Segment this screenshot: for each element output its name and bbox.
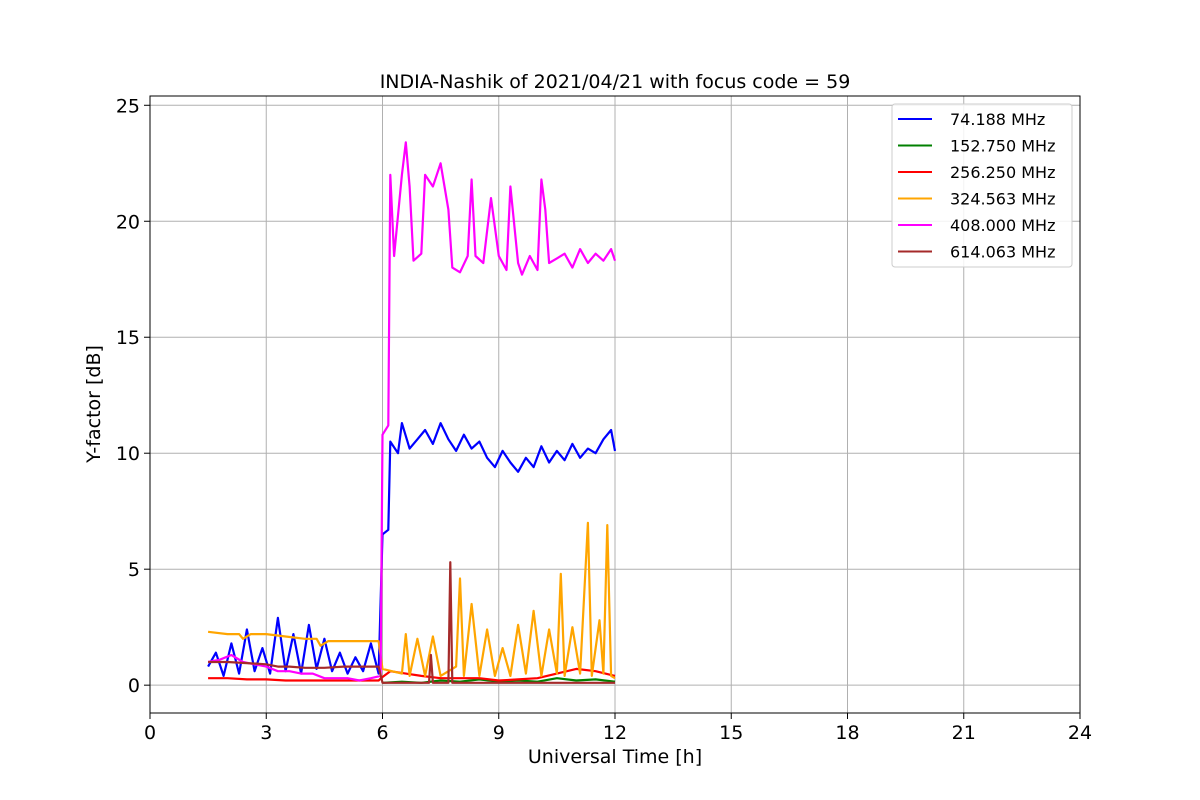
series-line-4	[207, 521, 616, 680]
x-tick-label: 12	[603, 722, 627, 744]
x-tick-label: 6	[376, 722, 388, 744]
legend-label: 614.063 MHz	[950, 243, 1055, 262]
y-axis-label: Y-factor [dB]	[83, 345, 105, 464]
x-axis-label: Universal Time [h]	[528, 746, 702, 768]
x-tick-label: 3	[260, 722, 272, 744]
legend-box	[891, 103, 1073, 268]
legend-label: 408.000 MHz	[950, 216, 1055, 235]
series-line-5	[207, 141, 617, 682]
series-line-6	[208, 561, 615, 684]
y-tick-label: 5	[128, 559, 140, 581]
x-tick-label: 21	[952, 722, 976, 744]
chart-title: INDIA-Nashik of 2021/04/21 with focus co…	[380, 71, 851, 93]
x-tick-label: 15	[719, 722, 743, 744]
legend-label: 74.188 MHz	[950, 110, 1045, 129]
x-tick-label: 24	[1068, 722, 1092, 744]
y-tick-label: 0	[128, 675, 140, 697]
x-tick-label: 18	[835, 722, 859, 744]
axis-ticks: 0 3 6 9 12 15 18 21 24 0 5 10 15 20 25	[116, 95, 1092, 744]
legend-label: 152.750 MHz	[950, 137, 1055, 156]
y-tick-label: 25	[116, 95, 140, 117]
y-tick-label: 15	[116, 327, 140, 349]
series-lines	[207, 141, 617, 684]
legend-label: 256.250 MHz	[950, 163, 1055, 182]
series-line-1	[207, 422, 617, 678]
legend: 74.188 MHz 152.750 MHz 256.250 MHz 324.563 …	[891, 103, 1073, 268]
legend-label: 324.563 MHz	[950, 190, 1055, 209]
y-tick-label: 10	[116, 443, 140, 465]
y-tick-label: 20	[116, 211, 140, 233]
x-tick-label: 9	[493, 722, 505, 744]
x-tick-label: 0	[144, 722, 156, 744]
